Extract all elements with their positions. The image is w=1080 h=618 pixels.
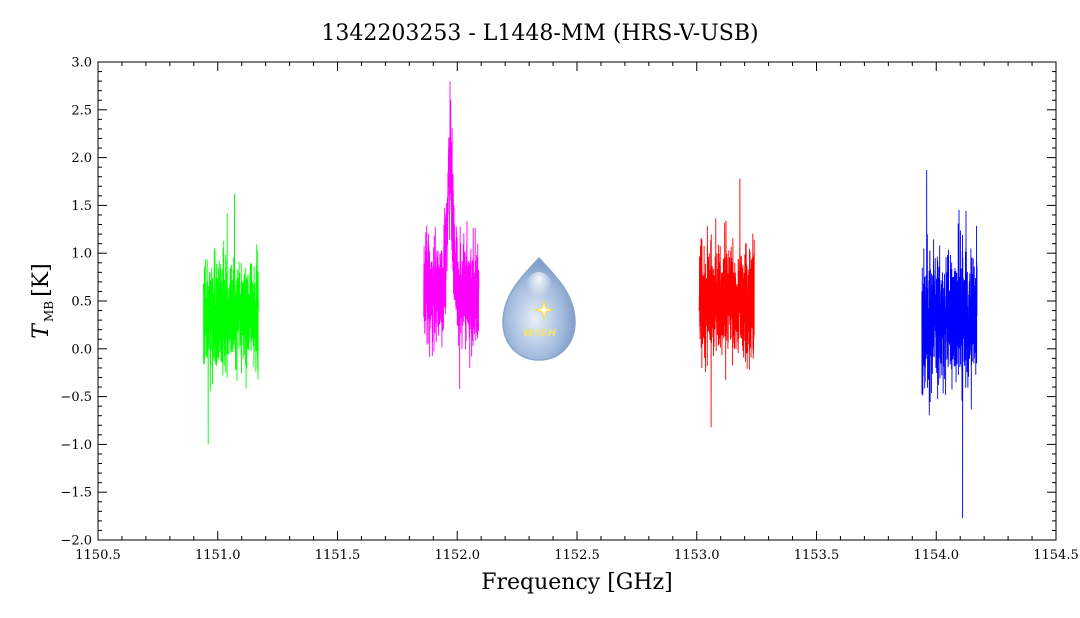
x-tick-label: 1153.0 (674, 548, 720, 563)
x-tick-label: 1151.0 (195, 548, 241, 563)
y-tick-label: 0.0 (71, 342, 92, 357)
y-axis-label: TMB [K] (29, 263, 56, 338)
spectrum-series-line (921, 170, 978, 519)
x-tick-label: 1151.5 (315, 548, 361, 563)
logo-text: WISH (523, 328, 557, 339)
y-tick-label: 0.5 (71, 295, 92, 310)
spectrum-series-line (202, 193, 259, 445)
chart-title: 1342203253 - L1448-MM (HRS-V-USB) (321, 21, 758, 46)
y-tick-label: −0.5 (60, 390, 92, 405)
x-tick-label: 1153.5 (794, 548, 840, 563)
x-tick-label: 1154.5 (1033, 548, 1079, 563)
y-tick-label: −2.0 (60, 534, 92, 549)
series-layer (202, 81, 978, 519)
spectrum-series-line (423, 81, 480, 389)
y-tick-label: 1.5 (71, 199, 92, 214)
x-tick-label: 1154.0 (914, 548, 960, 563)
y-axis-label-main: T (29, 322, 54, 339)
x-tick-label: 1150.5 (75, 548, 121, 563)
y-tick-label: 1.0 (71, 247, 92, 262)
x-axis-label: Frequency [GHz] (481, 570, 673, 595)
y-tick-label: 3.0 (71, 56, 92, 71)
y-tick-label: 2.5 (71, 103, 92, 118)
logo-shine (525, 272, 553, 308)
ticks-layer (97, 61, 1057, 541)
y-axis-label-sub: MB (42, 301, 56, 322)
y-tick-label: −1.5 (60, 486, 92, 501)
y-tick-label: 2.0 (71, 151, 92, 166)
wish-logo: WISH (502, 256, 576, 361)
spectrum-series-line (698, 178, 755, 428)
y-tick-labels: −2.0 −1.5 −1.0 −0.5 0.0 0.5 1.0 1.5 2.0 2.5 3.0 (60, 56, 92, 549)
x-tick-label: 1152.5 (554, 548, 600, 563)
y-tick-label: −1.0 (60, 438, 92, 453)
star-icon (533, 299, 555, 321)
x-tick-label: 1152.0 (435, 548, 481, 563)
y-axis-label-unit: [K] (29, 263, 54, 297)
x-tick-labels: 1150.5 1151.0 1151.5 1152.0 1152.5 1153.0 1153… (75, 548, 1079, 563)
